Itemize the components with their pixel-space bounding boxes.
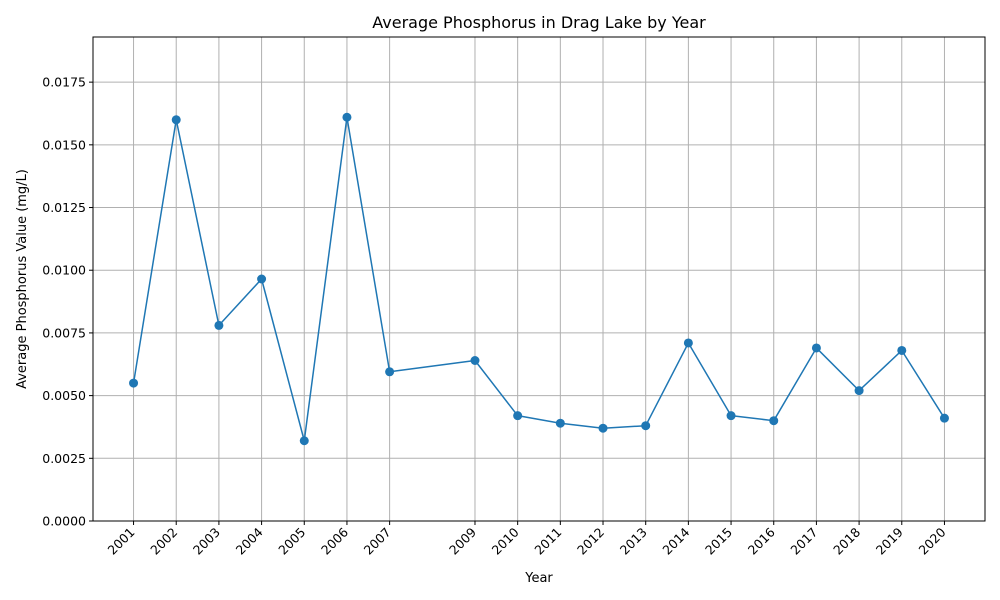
data-point (598, 423, 608, 433)
data-point (299, 436, 309, 446)
y-tick-label: 0.0125 (42, 200, 86, 215)
y-tick-label: 0.0175 (42, 75, 86, 90)
y-tick-label: 0.0025 (42, 451, 86, 466)
data-point (555, 418, 565, 428)
data-point (726, 411, 736, 421)
data-point (513, 411, 523, 421)
data-point (641, 421, 651, 431)
data-point (939, 413, 949, 423)
y-tick-label: 0.0150 (42, 137, 86, 152)
data-series (129, 112, 949, 446)
data-point (214, 320, 224, 330)
y-tick-label: 0.0050 (42, 388, 86, 403)
y-tick-label: 0.0000 (42, 514, 86, 529)
data-point (683, 338, 693, 348)
y-tick-label: 0.0075 (42, 325, 86, 340)
y-tick-label: 0.0100 (42, 263, 86, 278)
grid (93, 37, 985, 522)
data-point (897, 345, 907, 355)
x-axis-title: Year (524, 571, 553, 586)
data-point (342, 112, 352, 122)
chart-title: Average Phosphorus in Drag Lake by Year (372, 13, 706, 32)
data-point (769, 416, 779, 426)
data-point (257, 274, 267, 284)
y-axis-title: Average Phosphorus Value (mg/L) (15, 169, 30, 389)
plot-frame (92, 36, 986, 522)
data-point (470, 356, 480, 366)
data-point (811, 343, 821, 353)
data-point (171, 115, 181, 125)
data-point (854, 386, 864, 396)
data-point (385, 367, 395, 377)
data-point (129, 378, 139, 388)
y-axis: 0.0000 0.0025 0.0050 0.0075 0.0100 0.0125 0.01… (42, 75, 93, 529)
